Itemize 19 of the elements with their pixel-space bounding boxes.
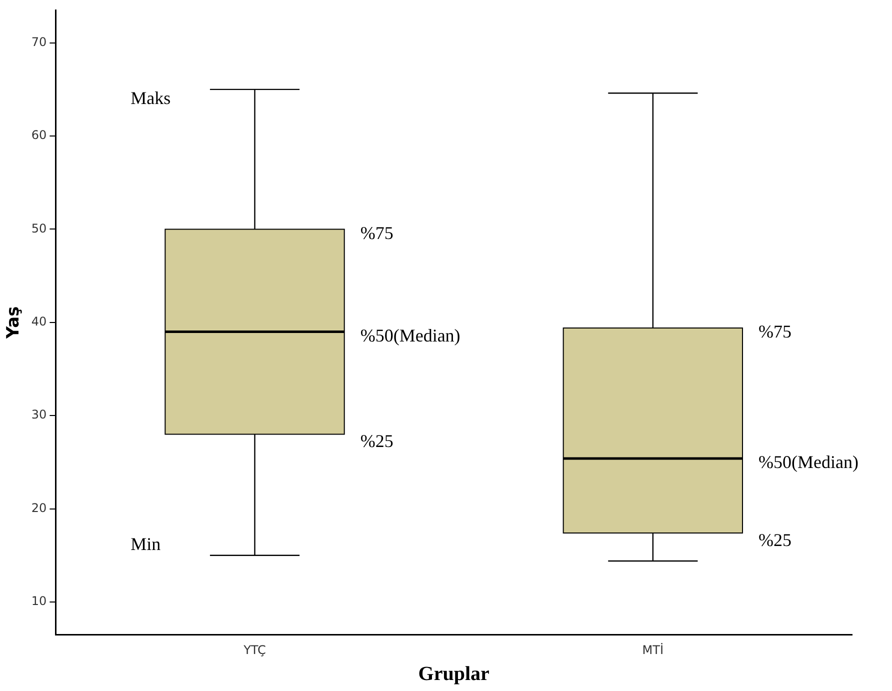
annotation: %75: [758, 322, 792, 342]
y-tick-label: 50: [31, 221, 47, 236]
y-tick-label: 30: [31, 408, 47, 422]
annotation: %75: [360, 222, 394, 243]
y-axis-title: Yaş: [4, 306, 24, 340]
y-tick-label: 70: [31, 34, 47, 49]
y-tick-label: 10: [31, 594, 47, 608]
x-axis-title: Gruplar: [418, 663, 490, 686]
annotation: %25: [360, 430, 394, 451]
annotation: %50(Median): [758, 452, 858, 472]
annotation: Min: [130, 534, 161, 554]
annotation: %25: [758, 530, 792, 550]
y-tick-label: 40: [31, 314, 47, 329]
annotation: %50(Median): [360, 325, 460, 346]
x-tick-label: YTÇ: [242, 642, 266, 657]
y-tick-label: 60: [31, 128, 47, 142]
x-tick-label: MTİ: [642, 642, 664, 657]
y-tick-label: 20: [31, 500, 47, 515]
annotation: Maks: [130, 88, 171, 108]
